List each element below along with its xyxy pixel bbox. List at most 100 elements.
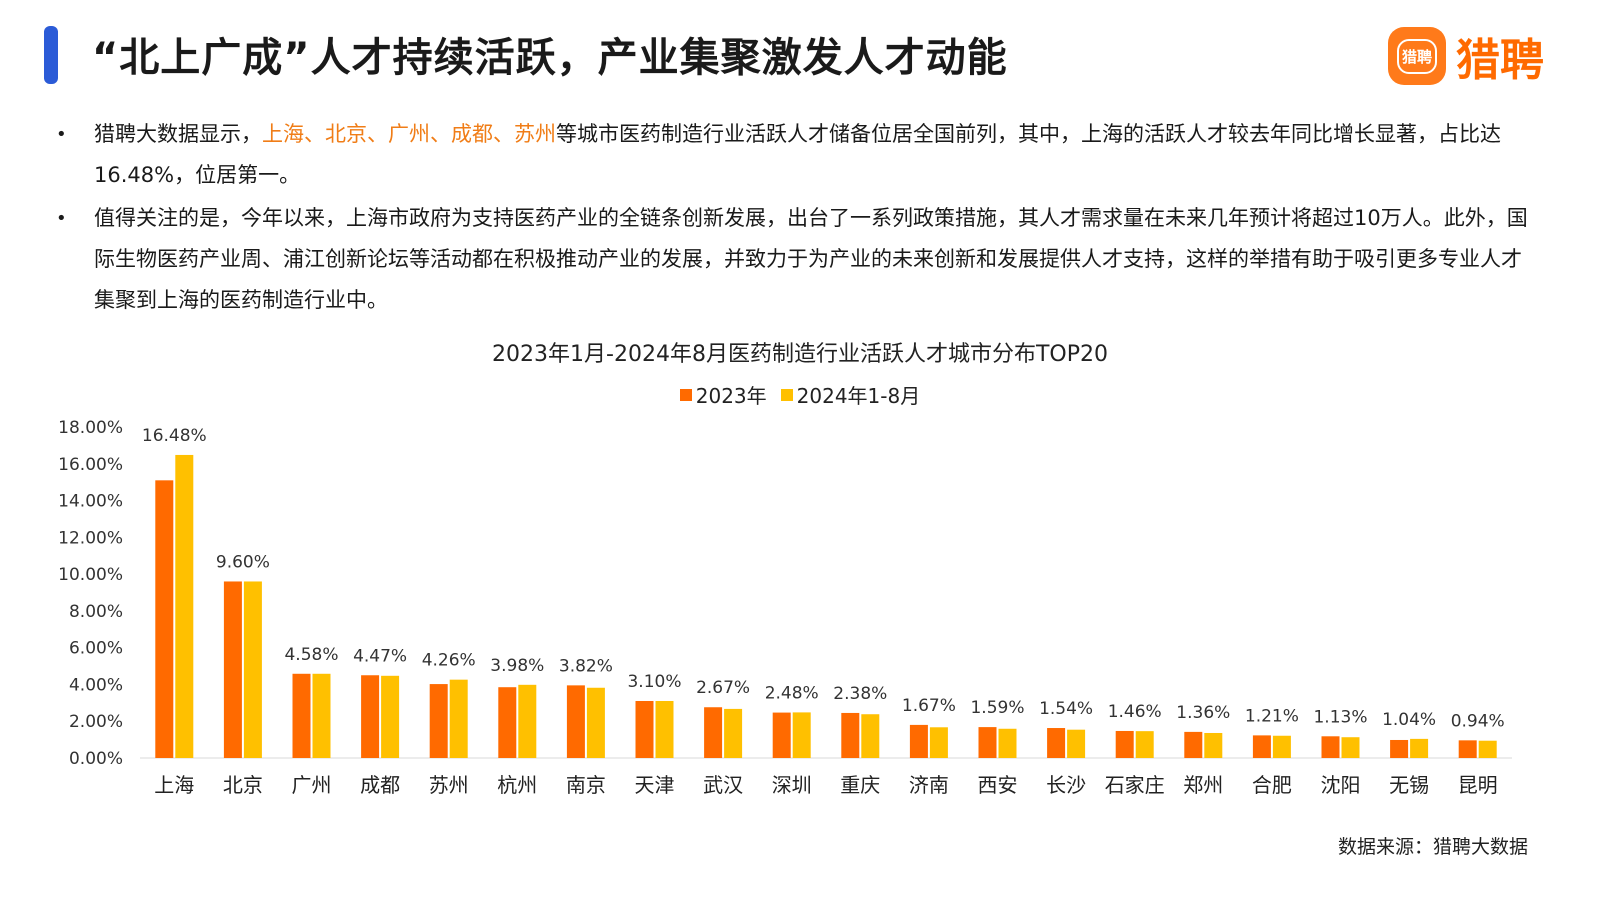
bar-2024 (312, 673, 331, 758)
bar-2023 (1458, 740, 1477, 758)
y-tick-label: 18.00% (58, 418, 123, 438)
x-category-label: 重庆 (840, 773, 880, 797)
data-label: 16.48% (142, 426, 207, 446)
bar-2023 (1321, 736, 1340, 758)
bar-2023 (1184, 731, 1203, 758)
liepin-logo: 猎聘 猎聘 (1388, 26, 1544, 86)
bar-2023 (1390, 739, 1409, 758)
data-label: 0.94% (1451, 711, 1505, 731)
data-label: 1.59% (970, 698, 1024, 718)
bar-2024 (1067, 729, 1086, 758)
bar-2024 (175, 454, 194, 758)
bar-2023 (155, 480, 174, 758)
legend-item-2023: 2023年 (679, 380, 767, 409)
data-label: 4.26% (422, 651, 476, 671)
bar-2024 (518, 684, 537, 758)
bar-2023 (1115, 730, 1134, 758)
x-category-label: 武汉 (703, 773, 743, 797)
y-tick-label: 4.00% (69, 675, 123, 695)
bar-2024 (861, 714, 880, 758)
bar-2024 (586, 687, 605, 758)
x-category-label: 郑州 (1183, 773, 1223, 797)
legend-swatch-2024 (780, 388, 793, 401)
bar-2023 (841, 712, 860, 758)
x-category-label: 广州 (292, 773, 332, 797)
x-category-label: 西安 (978, 773, 1018, 797)
x-category-label: 合肥 (1252, 773, 1292, 797)
bar-2024 (1204, 732, 1223, 758)
page-title: “北上广成”人才持续活跃，产业集聚激发人才动能 (92, 35, 1008, 81)
data-label: 1.21% (1245, 706, 1299, 726)
bar-2024 (243, 581, 262, 758)
bar-2024 (1341, 737, 1360, 758)
bar-2024 (1272, 735, 1291, 758)
x-category-label: 深圳 (772, 773, 812, 797)
x-category-label: 成都 (360, 773, 400, 797)
bar-2024 (1410, 738, 1429, 758)
bar-2023 (635, 700, 654, 758)
x-category-label: 杭州 (497, 773, 537, 797)
title-accent-bar (44, 26, 58, 84)
bar-2024 (724, 708, 743, 758)
bar-2024 (1478, 740, 1497, 758)
bullet-item-1: 猎聘大数据显示，上海、北京、广州、成都、苏州等城市医药制造行业活跃人才储备位居全… (56, 114, 1532, 196)
bar-2023 (1252, 735, 1271, 758)
y-tick-label: 2.00% (69, 712, 123, 732)
bar-2024 (998, 728, 1017, 758)
data-label: 1.04% (1382, 710, 1436, 730)
data-label: 2.67% (696, 678, 750, 698)
logo-badge-icon: 猎聘 (1388, 27, 1446, 85)
bar-2023 (361, 675, 380, 758)
y-tick-label: 6.00% (69, 639, 123, 659)
x-category-label: 上海 (154, 773, 194, 797)
bar-2024 (1135, 731, 1154, 758)
data-label: 3.10% (627, 672, 681, 692)
bar-2023 (772, 712, 791, 758)
bar-2023 (223, 581, 242, 758)
bar-2023 (429, 684, 448, 758)
bar-2024 (381, 675, 400, 758)
data-label: 1.67% (902, 696, 956, 716)
summary-bullets: 猎聘大数据显示，上海、北京、广州、成都、苏州等城市医药制造行业活跃人才储备位居全… (56, 114, 1532, 323)
highlighted-cities: 上海、北京、广州、成都、苏州 (262, 122, 556, 146)
bar-2023 (978, 727, 997, 758)
x-category-label: 长沙 (1046, 773, 1086, 797)
legend-item-2024: 2024年1-8月 (780, 380, 920, 409)
bar-2023 (1047, 728, 1066, 758)
chart-legend: 2023年 2024年1-8月 (0, 380, 1600, 409)
bar-2024 (449, 679, 468, 758)
y-tick-label: 16.00% (58, 455, 123, 475)
bullet-item-2: 值得关注的是，今年以来，上海市政府为支持医药产业的全链条创新发展，出台了一系列政… (56, 198, 1532, 321)
x-category-label: 昆明 (1458, 773, 1498, 797)
data-label: 2.38% (833, 684, 887, 704)
chart-title: 2023年1月-2024年8月医药制造行业活跃人才城市分布TOP20 (492, 342, 1108, 367)
y-tick-label: 0.00% (69, 749, 123, 769)
x-category-label: 天津 (635, 773, 675, 797)
bar-2023 (909, 724, 928, 758)
y-tick-label: 10.00% (58, 565, 123, 585)
data-source: 数据来源：猎聘大数据 (1337, 836, 1528, 858)
bar-2023 (498, 687, 517, 758)
data-label: 1.13% (1313, 707, 1367, 727)
data-label: 4.47% (353, 646, 407, 666)
data-label: 1.54% (1039, 699, 1093, 719)
data-label: 3.82% (559, 656, 613, 676)
bar-2024 (792, 712, 811, 758)
logo-text: 猎聘 (1456, 35, 1544, 86)
y-tick-label: 14.00% (58, 492, 123, 512)
x-category-label: 石家庄 (1105, 773, 1165, 797)
bar-2023 (292, 673, 311, 758)
data-label: 4.58% (284, 645, 338, 665)
legend-swatch-2023 (679, 388, 692, 401)
y-tick-label: 12.00% (58, 528, 123, 548)
x-category-label: 南京 (566, 773, 606, 797)
y-tick-label: 8.00% (69, 602, 123, 622)
data-label: 1.46% (1108, 702, 1162, 722)
data-label: 2.48% (765, 683, 819, 703)
bar-2024 (655, 700, 674, 758)
x-category-label: 北京 (223, 773, 263, 797)
data-label: 9.60% (216, 552, 270, 572)
data-label: 1.36% (1176, 703, 1230, 723)
bar-2023 (566, 685, 585, 758)
x-category-label: 济南 (909, 773, 949, 797)
